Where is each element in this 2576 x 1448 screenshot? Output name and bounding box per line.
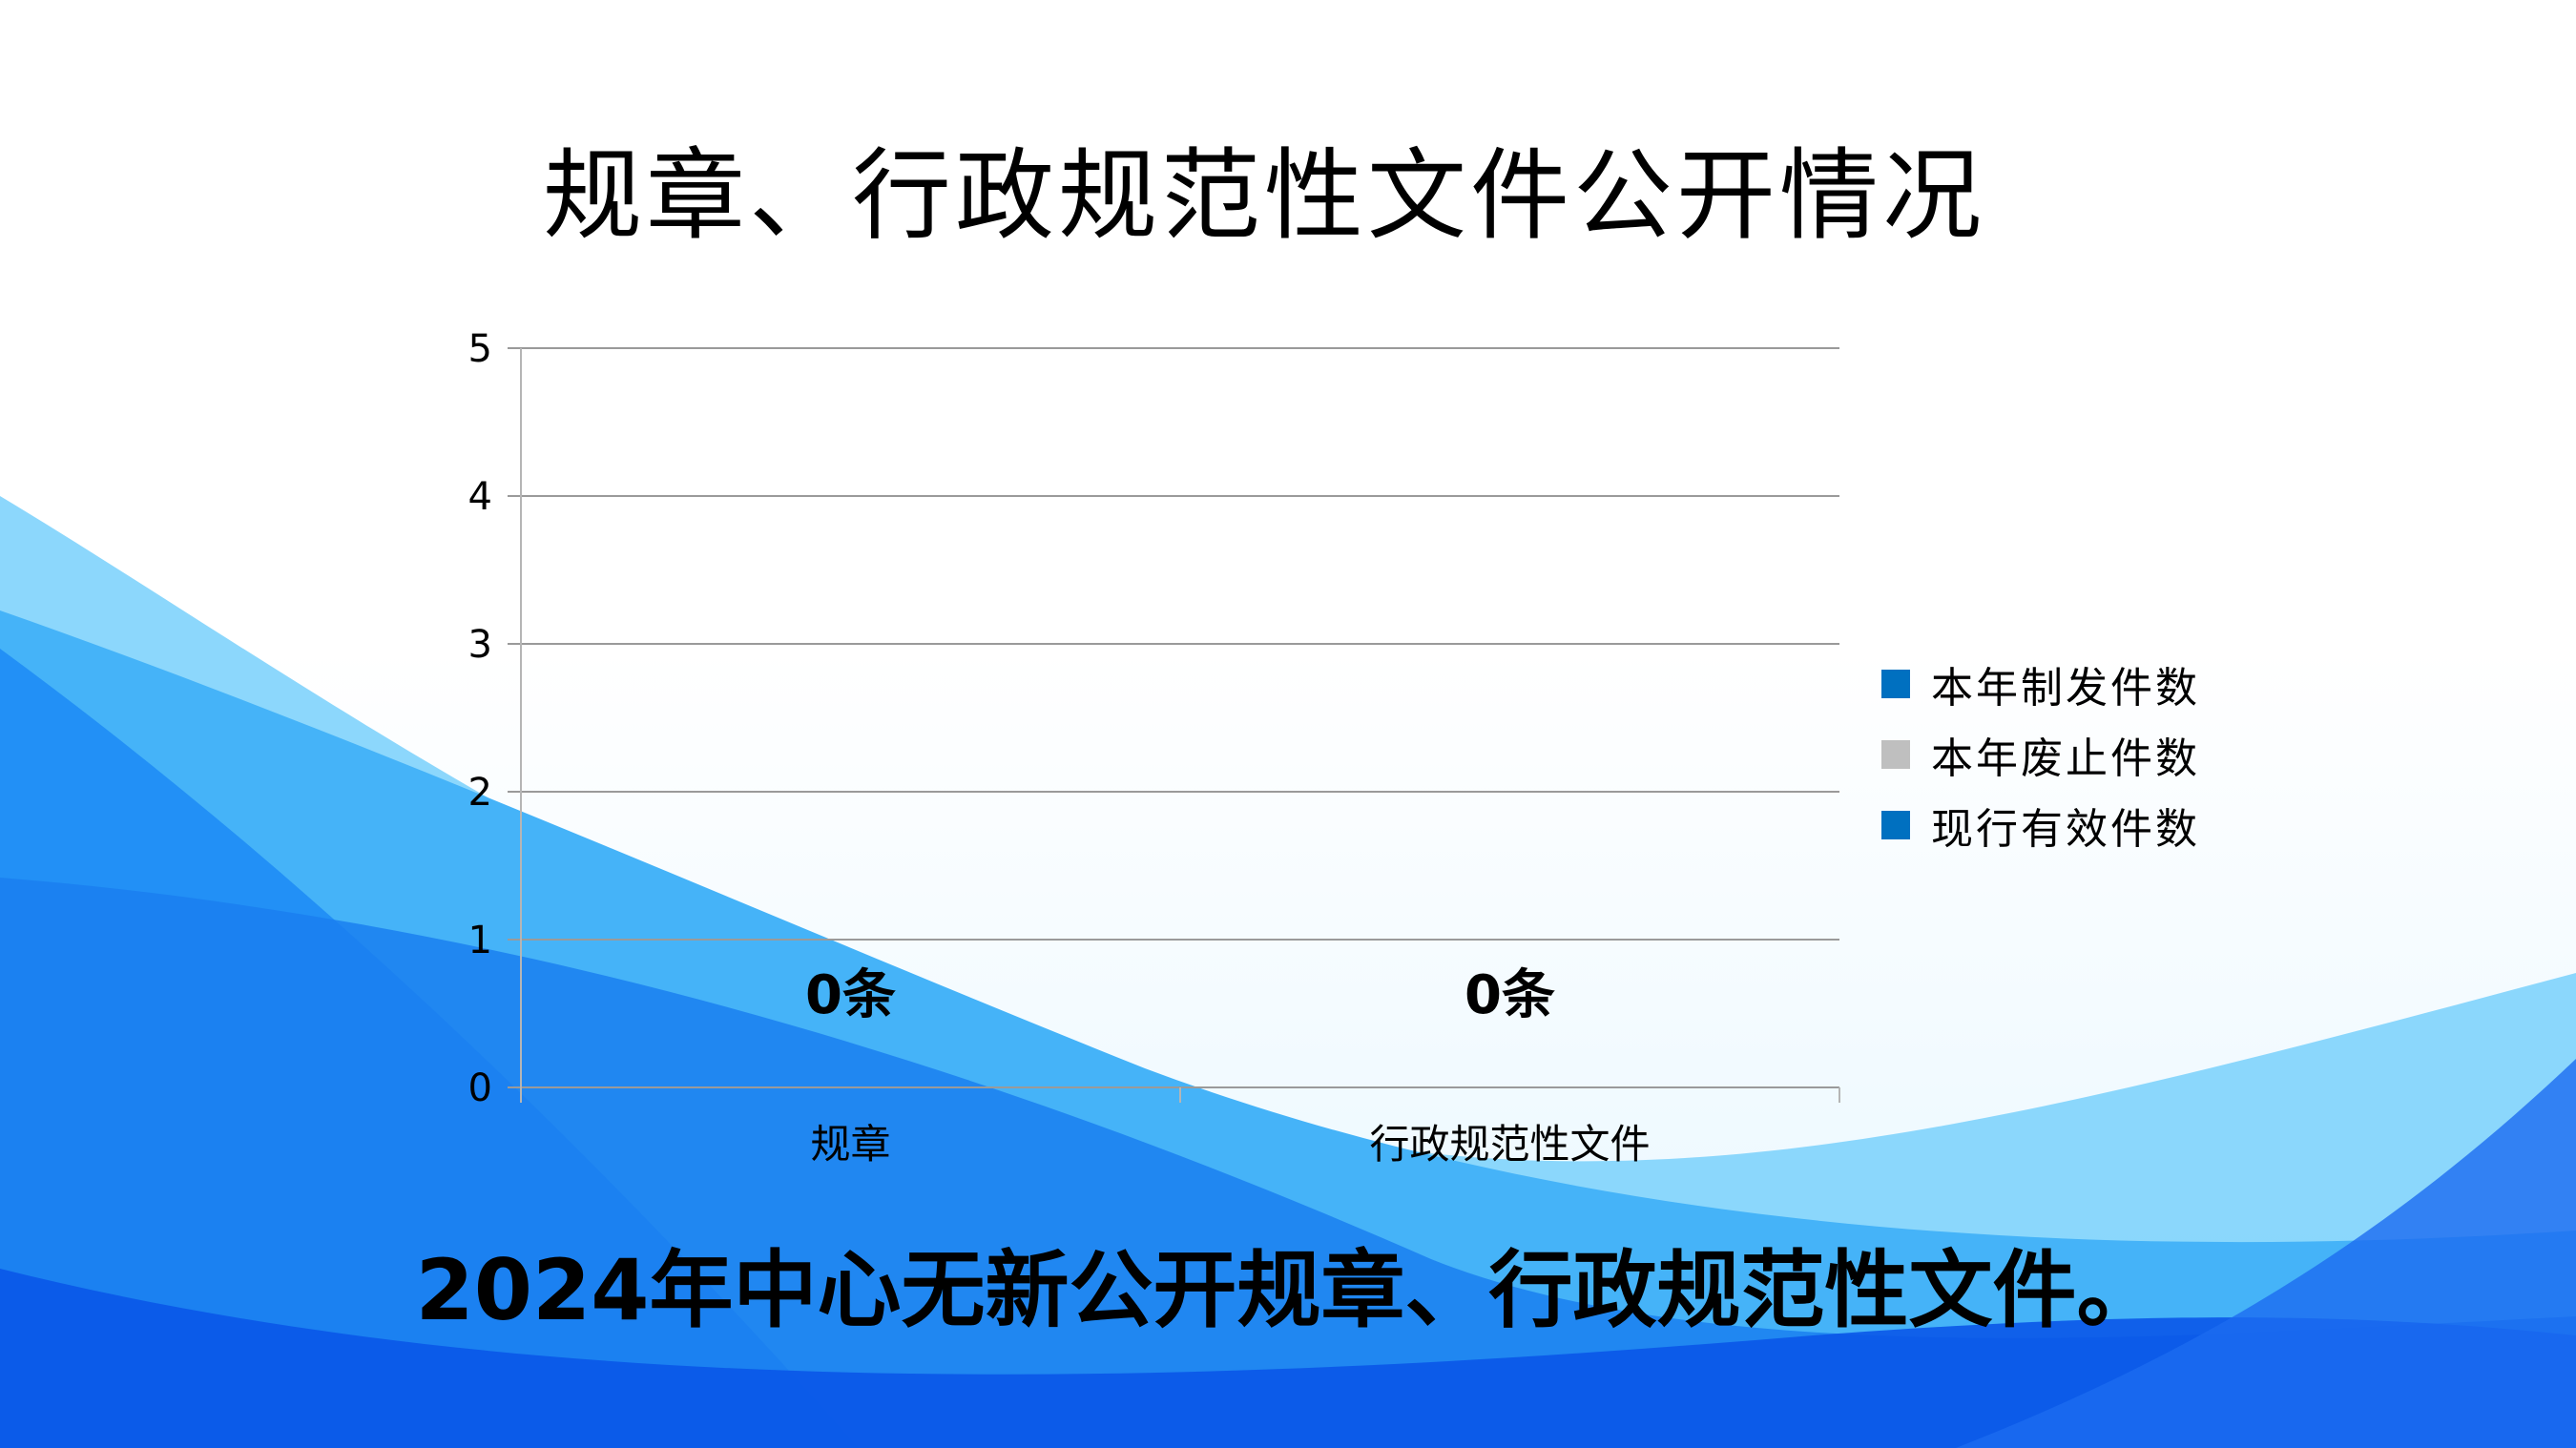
legend-label: 现行有效件数 (1931, 805, 2200, 854)
slide-title: 规章、行政规范性文件公开情况 (542, 137, 1985, 254)
legend-swatch (1881, 811, 1910, 839)
y-tick-label: 5 (468, 327, 492, 371)
legend-label: 本年废止件数 (1931, 734, 2200, 783)
y-tick-label: 2 (468, 771, 492, 815)
data-label: 0条 (805, 964, 896, 1026)
x-tick-label: 规章 (810, 1121, 890, 1168)
legend-item: 本年废止件数 (1881, 719, 2200, 790)
summary-text: 2024年中心无新公开规章、行政规范性文件。 (415, 1241, 2161, 1339)
legend-label: 本年制发件数 (1931, 664, 2200, 713)
data-label: 0条 (1465, 964, 1555, 1026)
legend-swatch (1881, 740, 1910, 769)
legend-item: 本年制发件数 (1881, 649, 2200, 719)
y-tick-label: 0 (468, 1066, 492, 1110)
legend-item: 现行有效件数 (1881, 790, 2200, 860)
y-tick-label: 3 (468, 623, 492, 667)
y-tick-label: 1 (468, 919, 492, 962)
x-tick-label: 行政规范性文件 (1369, 1121, 1650, 1168)
legend-swatch (1881, 670, 1910, 698)
y-tick-label: 4 (468, 475, 492, 519)
chart-legend: 本年制发件数 本年废止件数 现行有效件数 (1881, 649, 2200, 860)
